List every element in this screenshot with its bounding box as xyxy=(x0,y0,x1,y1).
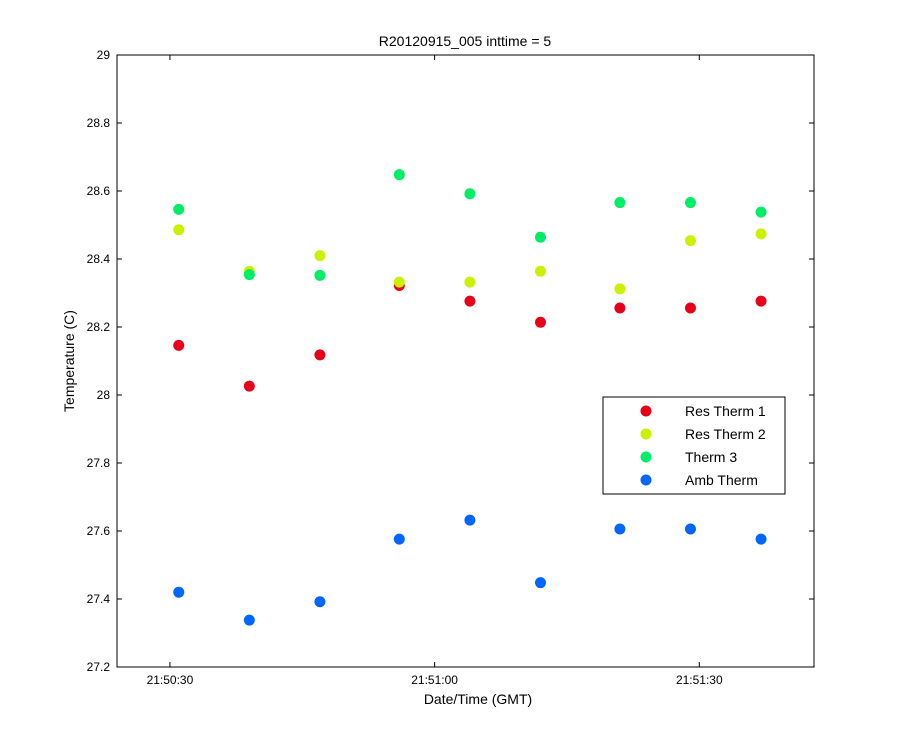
data-point xyxy=(393,276,405,288)
data-point xyxy=(534,265,546,277)
legend-marker xyxy=(640,405,652,417)
legend-box xyxy=(602,396,786,495)
series-res-therm-2 xyxy=(173,224,767,295)
data-point xyxy=(243,614,255,626)
x-axis-label: Date/Time (GMT) xyxy=(424,691,532,707)
data-point xyxy=(755,228,767,240)
y-tick-label: 28.4 xyxy=(87,252,111,266)
y-axis: 27.2 27.4 27.6 27.8 28 28.2 28.4 28.6 28.8 29 xyxy=(87,48,814,674)
y-tick-label: 28 xyxy=(97,388,111,402)
y-tick-label: 29 xyxy=(97,48,111,62)
y-tick-label: 27.6 xyxy=(87,524,111,538)
data-point xyxy=(534,316,546,328)
data-points xyxy=(173,169,767,626)
data-point xyxy=(464,276,476,288)
legend-marker xyxy=(640,474,652,486)
legend-item: Res Therm 2 xyxy=(640,426,766,442)
y-tick-label: 28.8 xyxy=(87,116,111,130)
legend-label: Amb Therm xyxy=(685,472,758,488)
legend-item: Amb Therm xyxy=(640,472,758,488)
data-point xyxy=(534,577,546,589)
data-point xyxy=(314,596,326,608)
data-point xyxy=(243,269,255,281)
y-tick-label: 28.6 xyxy=(87,184,111,198)
data-point xyxy=(684,197,696,209)
data-point xyxy=(755,295,767,307)
y-tick-label: 27.8 xyxy=(87,456,111,470)
legend-marker xyxy=(640,451,652,463)
data-point xyxy=(684,235,696,247)
data-point xyxy=(314,349,326,361)
x-axis: 21:50:30 21:51:00 21:51:30 xyxy=(147,55,723,687)
data-point xyxy=(173,339,185,351)
chart-title: R20120915_005 inttime = 5 xyxy=(379,33,552,49)
data-point xyxy=(684,302,696,314)
data-point xyxy=(614,283,626,295)
data-point xyxy=(614,302,626,314)
data-point xyxy=(684,523,696,535)
legend-label: Therm 3 xyxy=(685,449,737,465)
data-point xyxy=(173,224,185,236)
data-point xyxy=(464,295,476,307)
data-point xyxy=(173,586,185,598)
y-tick-label: 27.2 xyxy=(87,660,111,674)
legend-item: Therm 3 xyxy=(640,449,737,465)
y-axis-label: Temperature (C) xyxy=(61,310,77,412)
data-point xyxy=(755,206,767,218)
series-amb-therm xyxy=(173,514,767,626)
data-point xyxy=(393,169,405,181)
data-point xyxy=(173,203,185,215)
data-point xyxy=(393,533,405,545)
data-point xyxy=(755,533,767,545)
data-point xyxy=(243,380,255,392)
legend: Res Therm 1 Res Therm 2 Therm 3 Amb Therm xyxy=(602,396,786,495)
x-tick-label: 21:51:00 xyxy=(411,673,458,687)
data-point xyxy=(614,197,626,209)
data-point xyxy=(314,269,326,281)
data-point xyxy=(464,514,476,526)
series-res-therm-1 xyxy=(173,280,767,392)
y-tick-label: 27.4 xyxy=(87,592,111,606)
data-point xyxy=(614,523,626,535)
legend-item: Res Therm 1 xyxy=(640,403,766,419)
y-tick-label: 28.2 xyxy=(87,320,111,334)
legend-marker xyxy=(640,428,652,440)
x-tick-label: 21:50:30 xyxy=(147,673,194,687)
series-therm-3 xyxy=(173,169,767,281)
data-point xyxy=(464,188,476,200)
x-tick-label: 21:51:30 xyxy=(676,673,723,687)
legend-label: Res Therm 1 xyxy=(685,403,766,419)
legend-label: Res Therm 2 xyxy=(685,426,766,442)
data-point xyxy=(534,231,546,243)
plot-frame xyxy=(116,54,815,668)
data-point xyxy=(314,250,326,262)
